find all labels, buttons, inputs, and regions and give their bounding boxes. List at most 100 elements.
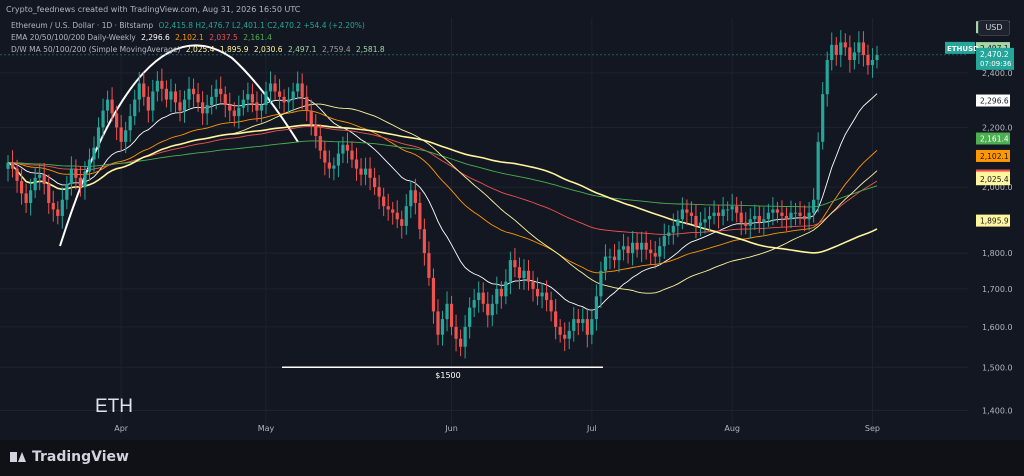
candle-126	[576, 319, 580, 323]
legend-wma-100: 2,759.4	[321, 45, 351, 54]
candle-92	[422, 229, 426, 254]
candle-66	[305, 96, 309, 111]
y-tick-label-2: 2,000.0	[982, 183, 1013, 192]
tradingview-logo-icon	[10, 452, 26, 462]
candle-125	[572, 319, 576, 331]
candle-154	[703, 219, 707, 223]
candle-112	[513, 260, 517, 268]
candle-129	[590, 319, 594, 335]
candle-127	[581, 319, 585, 323]
legend-sma[interactable]: D/W MA 50/100/200 (Simple MovingAverage)…	[11, 45, 385, 54]
candle-145	[662, 235, 666, 247]
price-chart[interactable]: 2,400.0 2,200.0 2,000.0 1,800.0 1,700.0 1,600…	[0, 0, 1024, 440]
currency-button[interactable]: USD	[978, 20, 1010, 36]
candle-60	[277, 91, 282, 97]
candle-73	[336, 153, 341, 166]
legend-sma-200: 2,030.6	[253, 45, 283, 54]
candle-80	[368, 168, 372, 178]
candle-188	[857, 42, 861, 53]
candle-95	[436, 311, 440, 335]
candle-96	[440, 319, 445, 335]
ema-200-line	[8, 140, 878, 208]
candle-39	[182, 99, 187, 111]
candle-166	[757, 215, 761, 223]
candle-144	[658, 246, 662, 257]
candle-48	[223, 94, 227, 106]
candle-27	[128, 116, 132, 131]
candle-58	[268, 83, 273, 92]
candle-82	[377, 187, 381, 197]
candle-146	[667, 232, 671, 236]
candle-67	[309, 110, 313, 125]
price-tag-3	[976, 132, 1010, 145]
candle-52	[241, 99, 245, 108]
x-tick-label-sep: Sep	[865, 424, 880, 433]
price-tag-8	[976, 214, 1010, 227]
candle-8	[42, 174, 46, 184]
candle-14	[69, 168, 73, 184]
x-tick-label-jul: Jul	[586, 424, 597, 433]
candle-103	[472, 300, 476, 308]
candlestick-series	[6, 30, 879, 359]
candle-160	[730, 206, 734, 210]
price-tag-2	[976, 94, 1010, 107]
candle-4	[24, 193, 28, 203]
candle-135	[617, 249, 621, 261]
candle-111	[508, 260, 512, 282]
candle-191	[870, 60, 875, 66]
candle-81	[373, 177, 377, 188]
y-tick-label-5: 1,600.0	[982, 323, 1013, 332]
candle-88	[404, 206, 408, 226]
candle-90	[413, 190, 417, 203]
candle-151	[689, 212, 694, 216]
candle-120	[549, 300, 553, 312]
candle-180	[821, 94, 825, 142]
last-price-label: 2,470.2	[980, 50, 1009, 59]
candle-56	[259, 105, 264, 111]
last-price-countdown: 07:09:36	[980, 60, 1012, 68]
price-tag-7	[976, 173, 1010, 186]
candle-21	[101, 110, 105, 128]
candle-30	[142, 83, 146, 97]
last-price-tag	[976, 47, 1014, 70]
candle-94	[431, 277, 436, 312]
legend-ema-label: EMA 20/50/100/200 Daily-Weekly	[11, 33, 136, 42]
candle-59	[273, 83, 277, 92]
candle-98	[449, 303, 454, 327]
legend-wma-50: 2,497.1	[287, 45, 317, 54]
candle-156	[712, 212, 716, 216]
candle-107	[490, 303, 494, 316]
candle-148	[676, 219, 680, 226]
candle-171	[780, 212, 784, 216]
candle-23	[110, 99, 114, 114]
candle-169	[771, 209, 775, 213]
price-tag-label-3: 2,161.4	[980, 135, 1009, 144]
candle-2	[15, 168, 19, 181]
candle-1	[10, 162, 15, 169]
candle-136	[621, 246, 626, 250]
candle-40	[187, 88, 191, 100]
sma-100-line	[7, 124, 878, 254]
x-tick-label-may: May	[258, 424, 275, 433]
candle-152	[694, 215, 698, 226]
candle-105	[481, 292, 485, 304]
candle-32	[151, 91, 155, 111]
candle-109	[499, 288, 503, 297]
candle-175	[798, 212, 802, 216]
candle-15	[74, 168, 78, 178]
legend-symbol[interactable]: Ethereum / U.S. Dollar · 1D · Bitstamp O…	[11, 21, 365, 30]
candle-147	[671, 225, 675, 233]
candle-91	[418, 202, 422, 230]
price-tag-label-4: 2,102.1	[980, 152, 1009, 161]
candle-183	[834, 44, 838, 55]
tradingview-logo[interactable]: TradingView	[10, 449, 129, 465]
legend-sma-label: D/W MA 50/100/200 (Simple MovingAverage)	[11, 45, 181, 54]
candle-69	[318, 136, 322, 151]
candle-132	[603, 256, 608, 271]
candle-44	[205, 105, 209, 114]
candle-53	[246, 94, 250, 100]
legend-wma-200: 2,581.8	[356, 45, 385, 54]
candle-102	[468, 307, 472, 327]
legend-ohlc: O2,415.8 H2,476.7 L2,401.1 C2,470.2 +54.…	[158, 21, 365, 30]
legend-ema[interactable]: EMA 20/50/100/200 Daily-Weekly 2,296.6 2…	[11, 33, 272, 42]
